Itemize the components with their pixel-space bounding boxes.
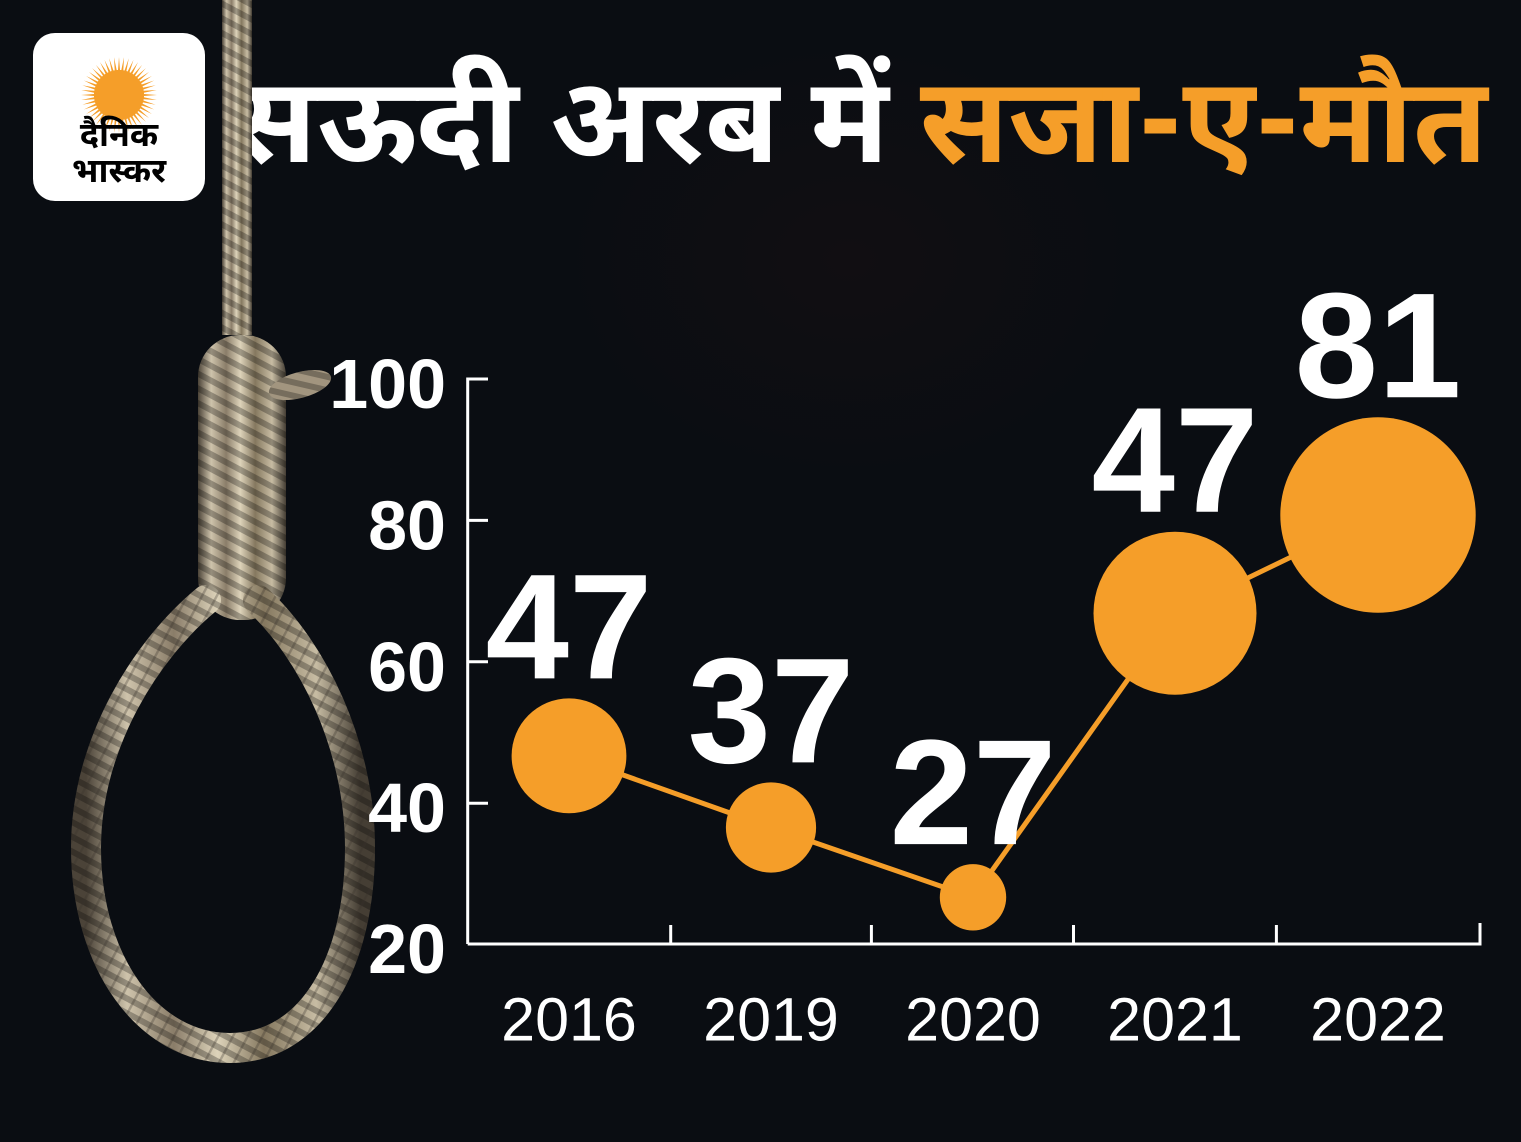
svg-text:47: 47 [486,542,653,710]
svg-text:2020: 2020 [905,985,1041,1053]
svg-text:2021: 2021 [1107,985,1243,1053]
svg-text:20: 20 [368,910,446,988]
svg-text:80: 80 [368,486,446,564]
svg-text:2019: 2019 [703,985,839,1053]
svg-text:27: 27 [890,708,1057,876]
svg-text:100: 100 [329,345,446,423]
svg-text:2022: 2022 [1310,985,1446,1053]
svg-text:60: 60 [368,628,446,706]
svg-text:47: 47 [1092,376,1259,544]
svg-text:37: 37 [688,626,855,794]
svg-text:2016: 2016 [501,985,637,1053]
svg-text:81: 81 [1295,261,1462,429]
svg-text:40: 40 [368,769,446,847]
